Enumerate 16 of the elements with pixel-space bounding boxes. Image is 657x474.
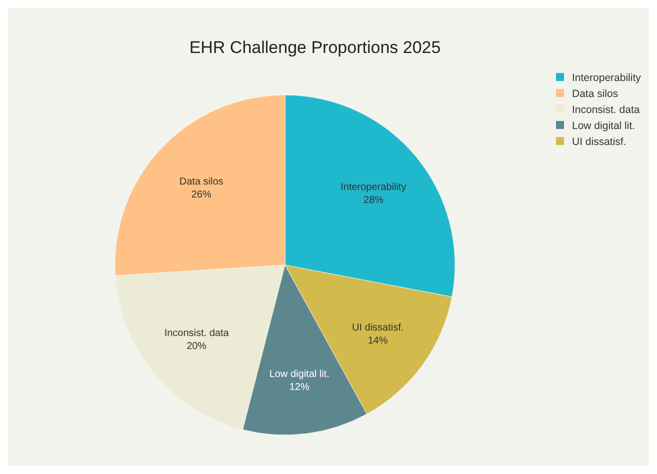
legend-label: Inconsist. data (572, 104, 640, 116)
slice-label: Inconsist. data (164, 328, 230, 340)
slice-label: Interoperability (340, 182, 406, 193)
legend-label: Interoperability (572, 72, 642, 84)
legend-label: Low digital lit. (572, 120, 636, 132)
data-label: 12% (289, 382, 310, 393)
chart-title: EHR Challenge Proportions 2025 (189, 38, 441, 57)
data-label: 20% (186, 341, 207, 352)
slice-label: Data silos (179, 176, 224, 188)
legend-label: Data silos (572, 88, 618, 100)
slice-label: Low digital lit. (269, 368, 330, 380)
slice-label: UI dissatisf. (352, 322, 404, 334)
data-label: 14% (368, 335, 388, 346)
data-label: 28% (363, 194, 384, 206)
legend-label: UI dissatisf. (572, 136, 626, 148)
data-label: 26% (191, 189, 212, 200)
